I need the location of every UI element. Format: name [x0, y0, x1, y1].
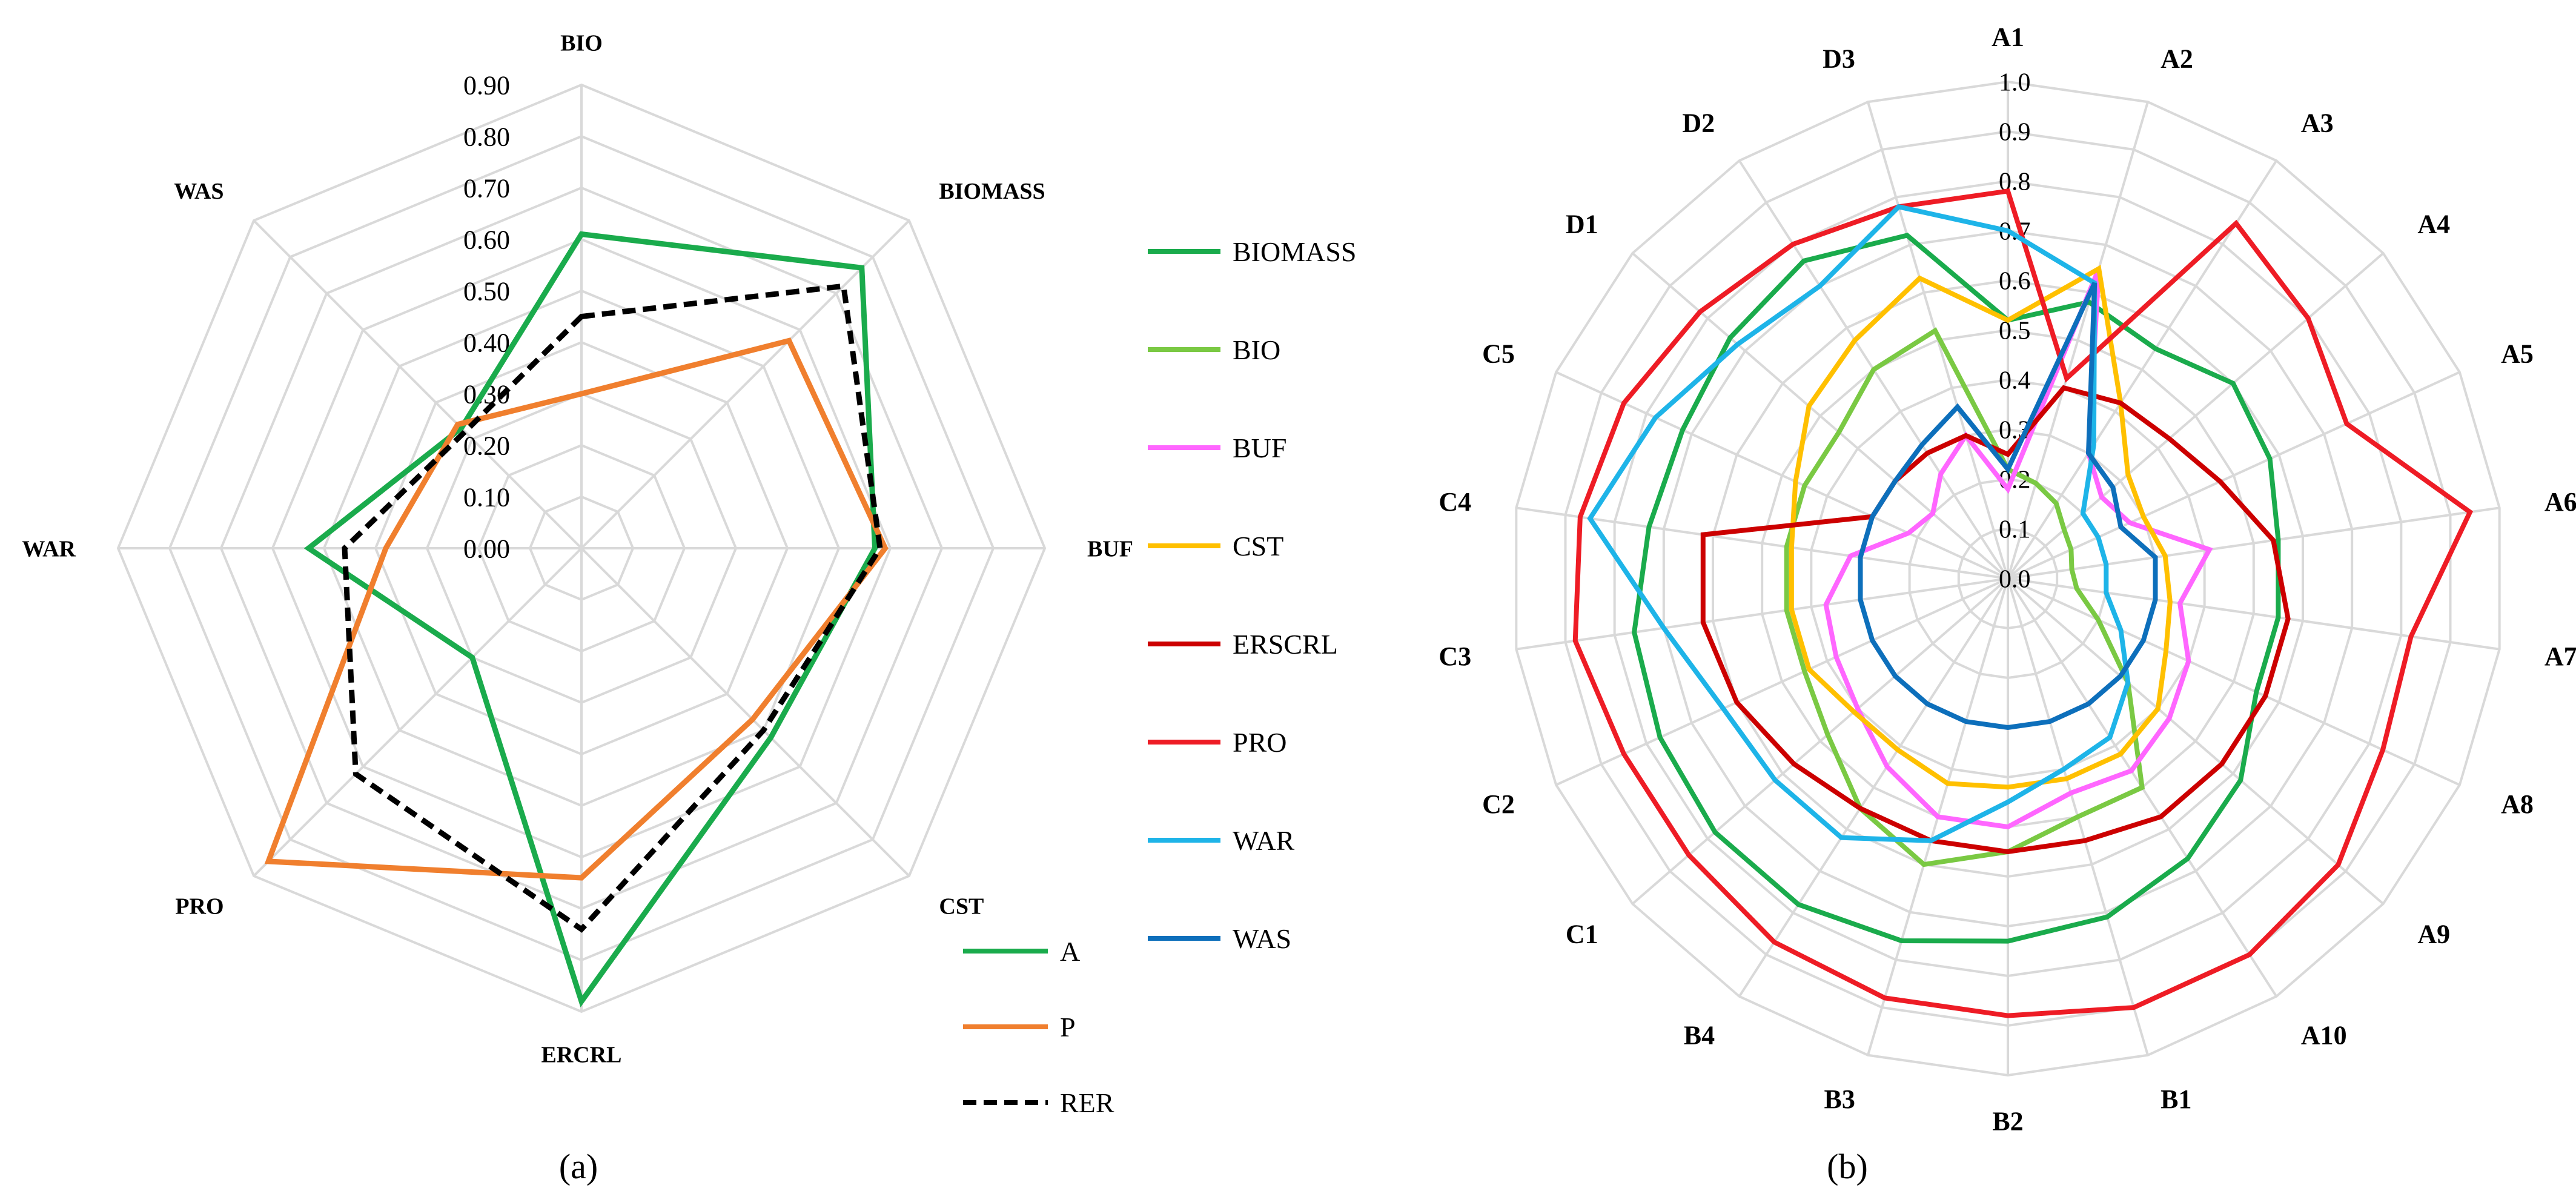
axis-label-a2: A2	[2160, 44, 2193, 74]
axis-label-a10: A10	[2301, 1020, 2347, 1050]
grid-spoke	[1631, 252, 2009, 580]
axis-label-a4: A4	[2417, 209, 2450, 239]
tick-label: 0.60	[463, 225, 510, 254]
axis-label-d2: D2	[1682, 108, 1715, 138]
legend-label-a: A	[1060, 936, 1080, 967]
axis-label-c1: C1	[1566, 920, 1598, 949]
tick-label: 0.90	[463, 70, 510, 100]
axis-label-was: WAS	[174, 179, 223, 204]
legend-a: A P RER	[963, 936, 1114, 1118]
axis-label-c3: C3	[1439, 642, 1471, 671]
caption-a: (a)	[559, 1147, 598, 1186]
grid-spoke	[2007, 252, 2385, 580]
tick-label: 0.50	[463, 276, 510, 306]
grid-spoke	[2007, 371, 2460, 580]
legend-label-erscrl: ERSCRL	[1233, 629, 1338, 660]
grid-spoke	[2007, 577, 2460, 786]
grid-spoke	[2007, 506, 2500, 580]
grid-spoke	[2007, 577, 2385, 905]
tick-label: 1.0	[1999, 69, 2031, 97]
axis-label-a6: A6	[2545, 487, 2576, 517]
caption-b: (b)	[1827, 1147, 1868, 1186]
axis-label-ercrl: ERCRL	[541, 1042, 621, 1067]
series-rer	[342, 283, 883, 933]
legend-label-buf: BUF	[1233, 433, 1286, 463]
grid-spoke	[1555, 371, 2008, 580]
legend-b: BIOMASS BIO BUF CST ERSCRL PRO WAR WAS	[1148, 236, 1357, 954]
tick-label: 0.9	[1999, 119, 2031, 147]
axis-label-pro: PRO	[175, 894, 223, 920]
legend-label-rer: RER	[1060, 1087, 1114, 1118]
series-a	[303, 231, 878, 1007]
axis-label-b4: B4	[1684, 1020, 1715, 1050]
axis-label-war: WAR	[22, 536, 76, 562]
axis-label-c2: C2	[1482, 789, 1515, 819]
legend-label-p: P	[1060, 1012, 1076, 1043]
tick-label: 0.00	[463, 534, 510, 563]
grid-spoke	[2007, 577, 2500, 651]
tick-label: 0.4	[1999, 367, 2031, 395]
grid-spoke	[1631, 577, 2009, 905]
axis-label-b2: B2	[1992, 1106, 2023, 1136]
grid-spoke	[253, 219, 583, 549]
radar-chart-b: 0.00.10.20.30.40.50.60.70.80.91.0A1A2A3A…	[1439, 22, 2576, 1136]
axis-label-b1: B1	[2160, 1084, 2191, 1114]
grid-spoke	[253, 547, 583, 877]
axis-label-d3: D3	[1823, 44, 1855, 74]
series-war	[1587, 204, 2131, 843]
axis-label-bio: BIO	[560, 30, 603, 56]
axis-label-d1: D1	[1566, 209, 1598, 239]
series-cst	[1789, 265, 2173, 790]
tick-label: 0.40	[463, 328, 510, 357]
tick-label: 0.0	[1999, 566, 2031, 594]
tick-label: 0.10	[463, 482, 510, 512]
axis-label-a1: A1	[1992, 22, 2024, 51]
axis-label-c4: C4	[1439, 487, 1471, 517]
tick-label: 0.6	[1999, 268, 2031, 296]
axis-label-a9: A9	[2417, 920, 2450, 949]
axis-label-c5: C5	[1482, 339, 1515, 369]
tick-label: 0.80	[463, 122, 510, 151]
tick-label: 0.20	[463, 431, 510, 460]
axis-label-buf: BUF	[1087, 536, 1133, 562]
series-pro	[1572, 188, 2474, 1018]
series-biomass	[1632, 233, 2281, 944]
grid-spoke	[1738, 577, 2009, 997]
series-p	[264, 337, 889, 881]
axis-label-b3: B3	[1824, 1084, 1855, 1114]
axis-label-a5: A5	[2501, 339, 2534, 369]
grid-spoke	[1516, 577, 2008, 651]
tick-label: 0.5	[1999, 317, 2031, 345]
axis-label-a8: A8	[2501, 789, 2534, 819]
legend-label-cst: CST	[1233, 531, 1283, 562]
series-was	[1858, 282, 2158, 731]
legend-label-bio: BIO	[1233, 334, 1280, 365]
grid-spoke	[1555, 577, 2008, 786]
axis-label-cst: CST	[939, 894, 984, 920]
legend-label-war: WAR	[1233, 825, 1295, 856]
grid-spoke	[1516, 506, 2008, 580]
legend-label-was: WAS	[1233, 923, 1291, 954]
grid-spoke	[580, 219, 910, 549]
legend-label-biomass: BIOMASS	[1233, 236, 1357, 267]
axis-label-a3: A3	[2301, 108, 2334, 138]
radar-chart-a: 0.000.100.200.300.400.500.600.700.800.90…	[22, 30, 1133, 1067]
axis-label-a7: A7	[2545, 642, 2576, 671]
tick-label: 0.70	[463, 173, 510, 203]
tick-label: 0.1	[1999, 516, 2031, 544]
legend-label-pro: PRO	[1233, 727, 1286, 758]
grid-spoke	[2007, 101, 2149, 579]
axis-label-biomass: BIOMASS	[939, 179, 1045, 204]
grid-spoke	[580, 547, 910, 877]
